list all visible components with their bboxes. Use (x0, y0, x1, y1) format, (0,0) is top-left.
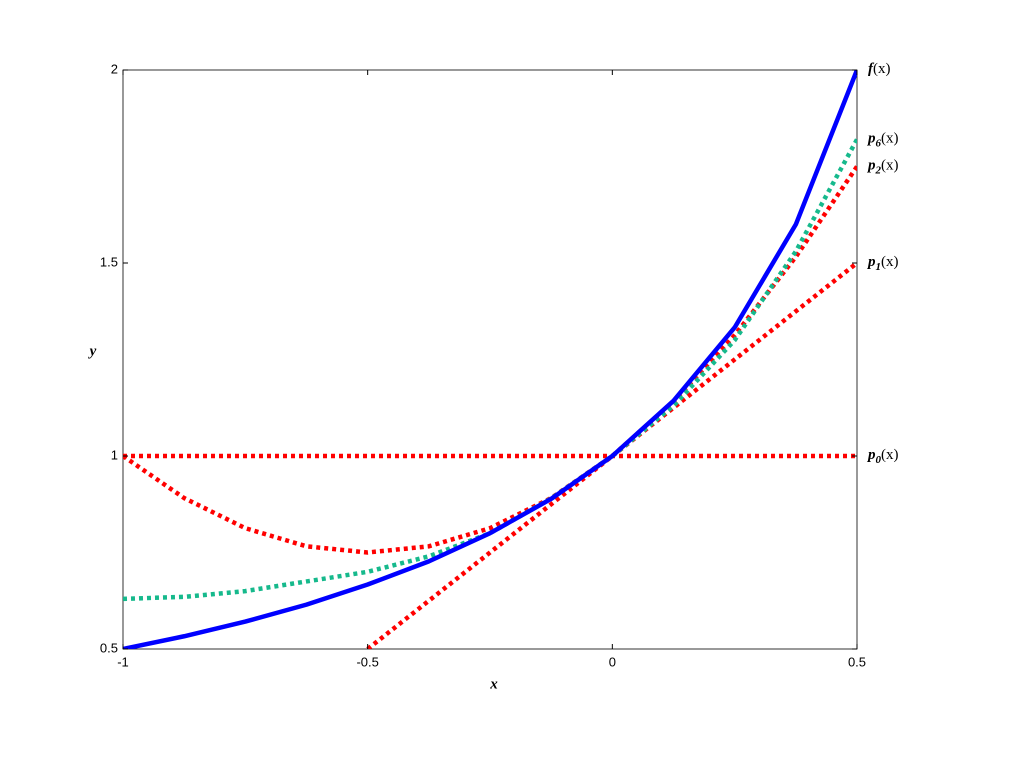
y-tick-label: 0.5 (100, 640, 118, 655)
x-axis-label: x (489, 676, 498, 692)
plot-frame (122, 69, 858, 650)
x-tick-label: -0.5 (356, 654, 378, 669)
series-label: p6(x) (866, 131, 899, 149)
series-line (123, 70, 857, 649)
series-label: p1(x) (866, 254, 899, 272)
y-tick-label: 1 (111, 447, 118, 462)
plot-area (123, 70, 857, 649)
series-label: f(x) (868, 61, 891, 77)
series-line (123, 165, 857, 555)
y-tick-label: 1.5 (100, 254, 118, 269)
series-line (123, 138, 857, 602)
x-tick-label: -1 (117, 654, 129, 669)
x-tick-label: 0 (609, 654, 616, 669)
y-axis-label: y (88, 343, 97, 359)
x-tick-label: 0.5 (848, 654, 866, 669)
y-tick-label: 2 (111, 61, 118, 76)
series-label: p0(x) (866, 447, 899, 465)
series-label: p2(x) (866, 158, 899, 176)
